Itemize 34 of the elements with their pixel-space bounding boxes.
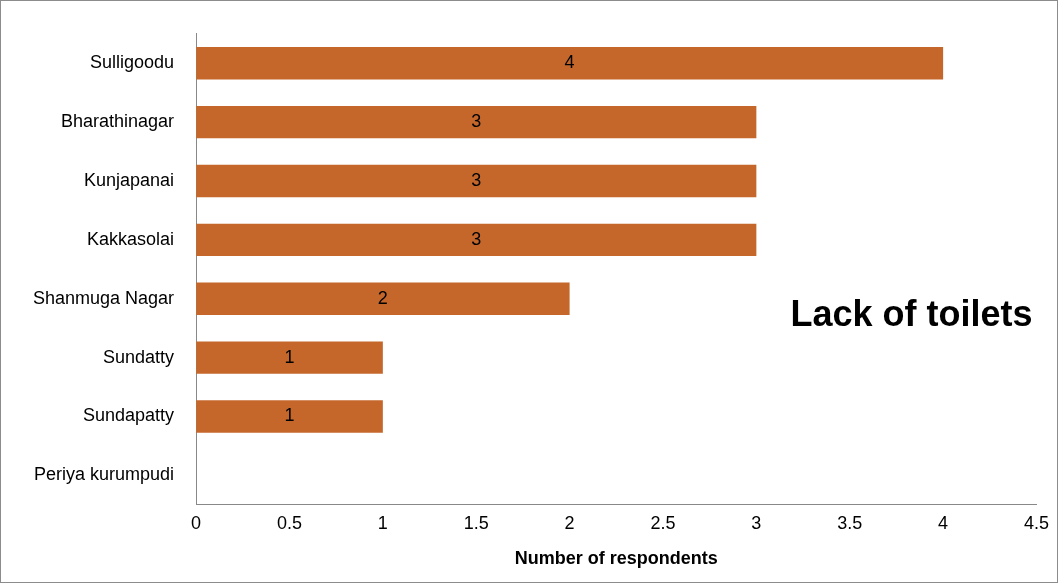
- data-label: 2: [377, 287, 388, 308]
- data-label: 1: [284, 346, 295, 367]
- y-tick-label: Periya kurumpudi: [34, 464, 175, 485]
- x-tick-label: 0: [191, 512, 202, 533]
- x-tick-label: 0.5: [276, 512, 302, 533]
- x-tick-label: 4: [938, 512, 949, 533]
- x-axis-title: Number of respondents: [514, 548, 718, 569]
- x-tick-label: 3.5: [837, 512, 863, 533]
- data-label: 3: [471, 228, 482, 249]
- x-tick-label: 1.5: [463, 512, 489, 533]
- bar: [196, 47, 944, 80]
- bar: [196, 282, 570, 315]
- y-tick-label: Kakkasolai: [87, 228, 175, 249]
- bar: [196, 105, 757, 139]
- bar: [196, 223, 757, 257]
- y-tick-label: Shanmuga Nagar: [33, 287, 175, 308]
- y-tick-label: Bharathinagar: [61, 111, 175, 132]
- y-tick-label: Sundapatty: [83, 405, 175, 426]
- bar: [196, 400, 383, 433]
- x-tick-label: 1: [377, 512, 388, 533]
- bar: [196, 164, 757, 198]
- x-tick-label: 2.5: [650, 512, 676, 533]
- text: Lack of toilets: [790, 293, 1033, 335]
- data-label: 4: [564, 52, 575, 73]
- y-tick-label: Sulligoodu: [90, 52, 175, 73]
- x-tick-label: 2: [564, 512, 575, 533]
- y-tick-label: Sundatty: [103, 346, 175, 367]
- y-tick-label: Kunjapanai: [84, 169, 175, 190]
- x-tick-label: 4.5: [1023, 512, 1049, 533]
- data-label: 3: [471, 111, 482, 132]
- data-label: 1: [284, 405, 295, 426]
- bar: [196, 341, 383, 374]
- data-label: 3: [471, 169, 482, 190]
- x-tick-label: 3: [751, 512, 762, 533]
